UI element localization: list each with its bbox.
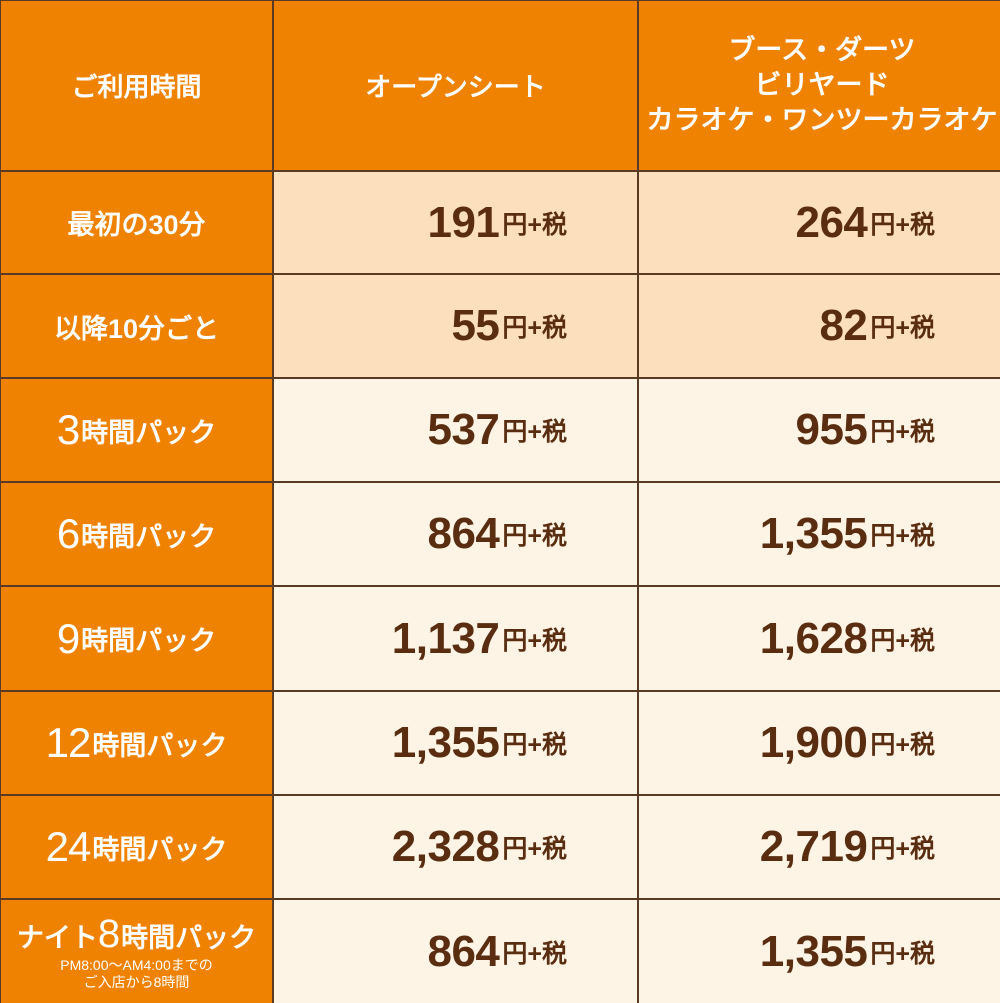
price-unit: 円+税	[502, 731, 567, 759]
row-label-text: 時間パック	[81, 521, 217, 552]
price-value: 1,628	[759, 613, 868, 663]
row-label-number: 9	[56, 614, 80, 662]
row-label-text: 以降10分ごと	[53, 313, 220, 344]
price-value: 537	[427, 405, 500, 454]
price-booth-12h-pack: 1,900 円+税	[639, 692, 1000, 794]
row-label-night-8h-pack: ナイト8時間パック PM8:00～AM4:00までの ご入店から8時間	[1, 900, 272, 1003]
row-label-first-30min: 最初の30分	[1, 172, 272, 273]
row-label-number: 8	[97, 912, 120, 957]
header-booth: ブース・ダーツ ビリヤード カラオケ・ワンツーカラオケ	[639, 1, 1000, 170]
header-open-seat: オープンシート	[274, 1, 637, 170]
price-unit: 円+税	[870, 835, 935, 863]
price-booth-night-8h-pack: 1,355 円+税	[639, 900, 1000, 1003]
price-unit: 円+税	[502, 418, 567, 446]
price-unit: 円+税	[870, 939, 935, 968]
price-booth-9h-pack: 1,628 円+税	[639, 587, 1000, 690]
row-label-number: 24	[45, 823, 92, 870]
row-label-number: 6	[56, 510, 80, 557]
price-unit: 円+税	[502, 522, 567, 550]
header-usage-time-label: ご利用時間	[71, 72, 202, 102]
price-unit: 円+税	[502, 835, 567, 863]
price-booth-per-10min: 82 円+税	[639, 275, 1000, 377]
header-booth-line-2: ビリヤード	[754, 69, 890, 100]
price-open-6h-pack: 864 円+税	[274, 483, 637, 585]
price-unit: 円+税	[870, 522, 935, 550]
price-open-first-30min: 191 円+税	[274, 172, 637, 273]
header-open-seat-label: オープンシート	[365, 72, 546, 102]
row-label-text: 時間パック	[121, 923, 257, 954]
price-unit: 円+税	[502, 210, 567, 239]
row-label-prefix: ナイト	[16, 923, 98, 954]
row-label-per-10min: 以降10分ごと	[1, 275, 272, 377]
price-open-24h-pack: 2,328 円+税	[274, 796, 637, 898]
price-value: 1,137	[391, 613, 500, 663]
price-value: 2,328	[391, 822, 500, 871]
price-open-9h-pack: 1,137 円+税	[274, 587, 637, 690]
header-booth-line-1: ブース・ダーツ	[728, 34, 916, 65]
price-value: 1,355	[759, 509, 868, 558]
night-note-line-2: ご入店から8時間	[83, 973, 190, 990]
price-unit: 円+税	[870, 731, 935, 759]
row-label-24h-pack: 24 時間パック	[1, 796, 272, 898]
night-note-line-1: PM8:00～AM4:00までの	[60, 957, 213, 974]
price-unit: 円+税	[502, 626, 567, 655]
price-value: 55	[451, 301, 500, 350]
row-label-3h-pack: 3 時間パック	[1, 379, 272, 481]
price-open-per-10min: 55 円+税	[274, 275, 637, 377]
row-label-number: 12	[45, 719, 92, 766]
price-value: 191	[427, 197, 500, 247]
row-label-text: 最初の30分	[67, 210, 206, 240]
price-booth-3h-pack: 955 円+税	[639, 379, 1000, 481]
price-open-3h-pack: 537 円+税	[274, 379, 637, 481]
price-value: 864	[427, 509, 500, 558]
night-pack-note: PM8:00～AM4:00までの ご入店から8時間	[60, 957, 213, 989]
row-label-text: 時間パック	[92, 834, 228, 865]
row-label-9h-pack: 9 時間パック	[1, 587, 272, 690]
price-booth-first-30min: 264 円+税	[639, 172, 1000, 273]
row-label-number: 3	[56, 406, 80, 453]
price-value: 264	[795, 197, 868, 247]
price-unit: 円+税	[502, 314, 567, 342]
header-booth-line-3: カラオケ・ワンツーカラオケ	[646, 105, 998, 136]
price-value: 2,719	[759, 822, 868, 871]
price-value: 955	[795, 405, 868, 454]
row-label-text: 時間パック	[92, 730, 228, 761]
price-value: 1,355	[391, 718, 500, 767]
row-label-text: 時間パック	[81, 626, 217, 656]
price-booth-6h-pack: 1,355 円+税	[639, 483, 1000, 585]
price-unit: 円+税	[870, 626, 935, 655]
price-booth-24h-pack: 2,719 円+税	[639, 796, 1000, 898]
row-label-6h-pack: 6 時間パック	[1, 483, 272, 585]
price-unit: 円+税	[870, 210, 935, 239]
price-value: 864	[427, 926, 500, 976]
header-usage-time: ご利用時間	[1, 1, 272, 170]
price-value: 1,355	[759, 926, 868, 976]
price-open-12h-pack: 1,355 円+税	[274, 692, 637, 794]
night-pack-title: ナイト8時間パック	[17, 913, 256, 955]
price-open-night-8h-pack: 864 円+税	[274, 900, 637, 1003]
price-unit: 円+税	[870, 314, 935, 342]
row-label-text: 時間パック	[81, 417, 217, 448]
price-value: 82	[819, 301, 868, 350]
price-unit: 円+税	[502, 939, 567, 968]
price-value: 1,900	[759, 718, 868, 767]
price-unit: 円+税	[870, 418, 935, 446]
row-label-12h-pack: 12 時間パック	[1, 692, 272, 794]
